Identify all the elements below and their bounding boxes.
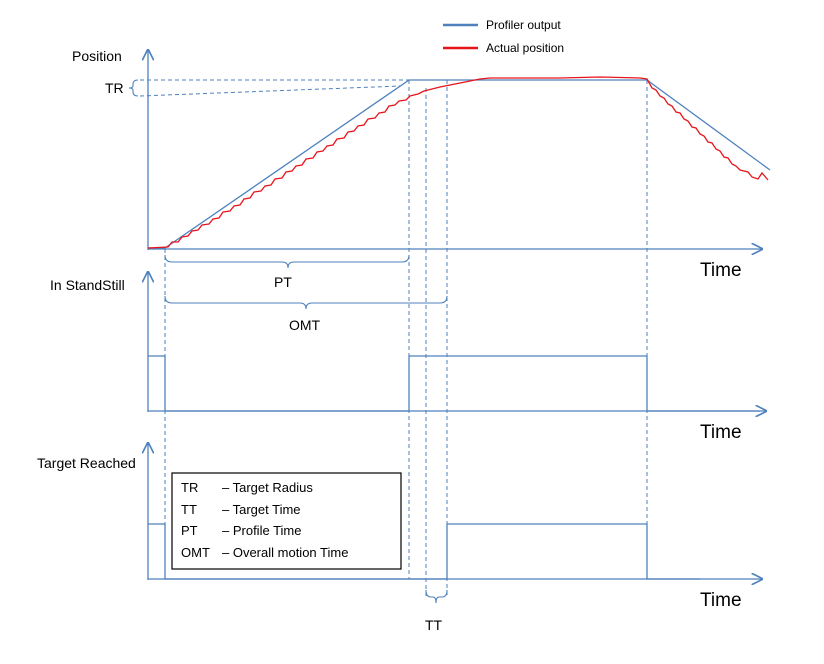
tt-annotation: TT (425, 589, 448, 633)
standstill-axis-label: In StandStill (50, 277, 125, 293)
tr-brace (128, 79, 139, 97)
tr-lower-guide (139, 85, 401, 97)
tr-label: TR (105, 80, 124, 96)
legend-profiler-label: Profiler output (486, 18, 561, 32)
omt-annotation: OMT (164, 295, 448, 333)
target-axis-label: Target Reached (37, 455, 136, 471)
pt-brace (164, 254, 410, 269)
target-reached-signal (148, 523, 700, 580)
pt-annotation: PT (164, 254, 410, 290)
standstill-time-label: Time (700, 422, 742, 443)
key-desc-tt: – Target Time (222, 502, 301, 517)
key-abbr-tt: TT (181, 502, 197, 517)
key-box-frame (171, 472, 402, 570)
legend-actual-label: Actual position (486, 41, 564, 55)
tt-brace (425, 589, 448, 604)
tt-label: TT (425, 617, 443, 633)
target-time-label: Time (700, 590, 742, 611)
key-desc-tr: – Target Radius (222, 480, 313, 495)
pt-label: PT (274, 274, 292, 290)
key-box: TR – Target Radius TT – Target Time PT –… (171, 472, 402, 570)
legend: Profiler output Actual position (443, 18, 564, 55)
key-abbr-omt: OMT (181, 545, 210, 560)
position-time-label: Time (700, 260, 742, 281)
key-abbr-tr: TR (181, 480, 198, 495)
tr-annotation: TR (105, 79, 410, 97)
profiler-output-line (148, 79, 771, 249)
key-abbr-pt: PT (181, 523, 198, 538)
position-axis-label: Position (72, 48, 122, 64)
standstill-signal (148, 355, 760, 412)
actual-position-line (147, 76, 769, 249)
omt-brace (164, 295, 448, 310)
omt-label: OMT (289, 317, 321, 333)
key-desc-pt: – Profile Time (222, 523, 301, 538)
key-desc-omt: – Overall motion Time (222, 545, 348, 560)
